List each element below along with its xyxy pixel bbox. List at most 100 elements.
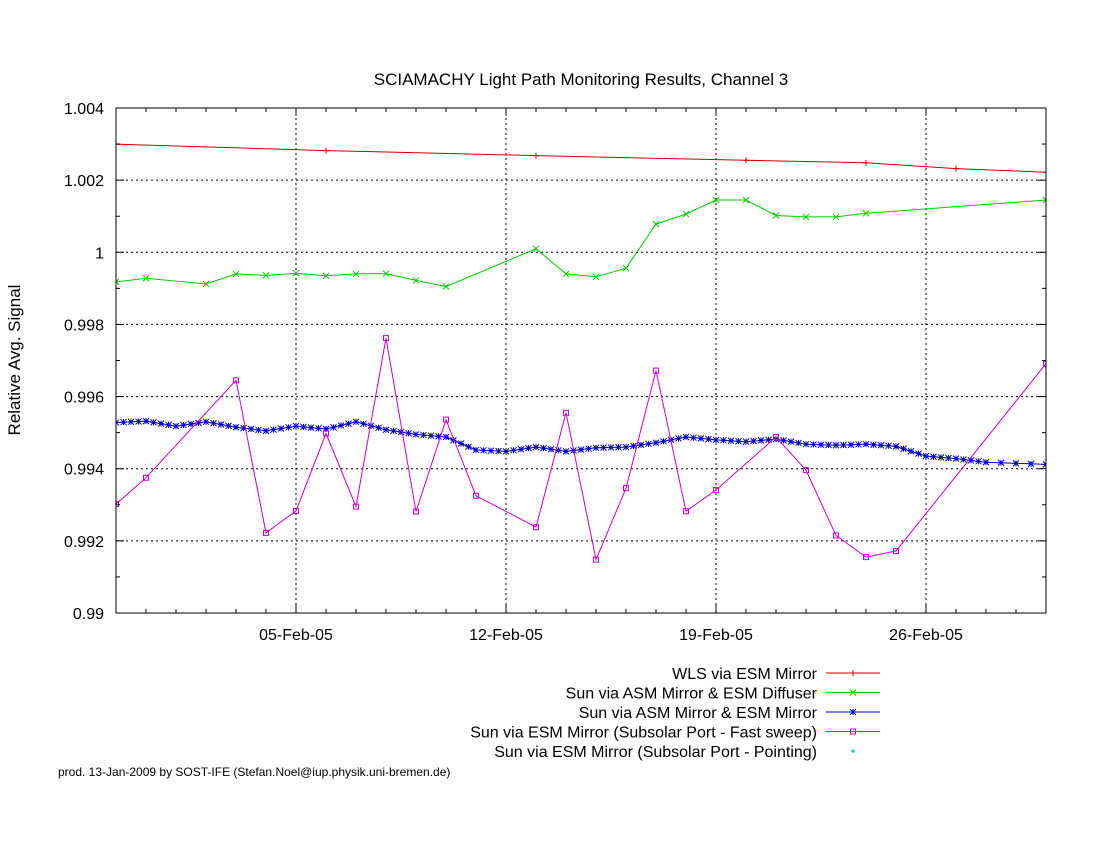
data-point [367, 422, 375, 430]
data-point [1043, 169, 1046, 176]
grid [116, 108, 1046, 613]
legend-label: WLS via ESM Mirror [672, 666, 818, 683]
data-point [116, 501, 119, 508]
data-point [817, 441, 825, 449]
data-point [653, 367, 659, 374]
data-point [772, 212, 780, 219]
data-point [323, 147, 329, 154]
data-point [622, 264, 630, 272]
data-point [382, 426, 390, 434]
data-point [592, 444, 600, 452]
x-tick-label: 19-Feb-05 [679, 627, 753, 644]
data-point [713, 486, 719, 493]
data-point [487, 447, 495, 455]
data-point [645, 440, 652, 448]
series-line [116, 338, 1046, 562]
data-point [255, 426, 262, 434]
data-point [795, 439, 802, 447]
data-point [892, 442, 900, 450]
data-point [555, 446, 562, 454]
data-point [472, 446, 480, 454]
data-point [840, 441, 847, 449]
data-point [300, 423, 307, 431]
data-point [877, 441, 885, 449]
data-point [270, 426, 277, 434]
data-point [615, 443, 622, 451]
data-point [187, 420, 195, 428]
data-point [502, 448, 510, 455]
data-point [870, 441, 877, 449]
data-point [593, 556, 599, 563]
data-point [262, 272, 270, 279]
data-point [750, 437, 757, 445]
data-point [457, 440, 465, 447]
data-point [832, 213, 840, 221]
data-point [765, 436, 772, 444]
legend: WLS via ESM Mirror Sun via ASM Mirror & E… [470, 666, 880, 761]
data-point [893, 547, 899, 554]
data-point [165, 421, 172, 429]
data-point [802, 213, 810, 221]
data-point [675, 435, 682, 442]
data-point [585, 445, 592, 453]
data-point [773, 433, 779, 440]
data-point [907, 447, 915, 455]
data-point [960, 456, 967, 463]
data-point [682, 210, 690, 218]
legend-label: Sun via ASM Mirror & ESM Diffuser [566, 686, 818, 703]
data-point [945, 454, 952, 462]
data-point [1074, 374, 1079, 379]
data-point [952, 455, 960, 462]
axis-ticks: 0.99 0.992 0.994 0.996 0.998 1 1.002 1.004 05-Fe… [64, 101, 1047, 644]
data-point [967, 457, 975, 464]
data-point [849, 708, 857, 716]
data-point [142, 274, 150, 282]
data-point [352, 270, 360, 278]
data-point [1043, 360, 1046, 367]
data-point [232, 270, 240, 278]
data-point [390, 427, 397, 435]
data-point [727, 437, 735, 445]
data-point [217, 421, 225, 428]
data-point [850, 728, 856, 735]
data-point [577, 446, 585, 453]
data-point [292, 269, 300, 277]
data-point [863, 554, 869, 561]
data-point [849, 689, 857, 696]
data-point [712, 196, 720, 204]
data-point [233, 377, 239, 384]
data-point [330, 423, 337, 431]
data-point [953, 165, 959, 172]
data-point [195, 419, 202, 427]
data-point [712, 436, 720, 444]
data-point [623, 485, 629, 492]
data-point [412, 277, 420, 284]
data-point [562, 270, 570, 278]
data-point [997, 459, 1005, 467]
data-point [743, 157, 749, 164]
data-point [232, 423, 240, 431]
data-point [810, 441, 817, 448]
data-point [397, 428, 405, 436]
legend-label: Sun via ASM Mirror & ESM Mirror [579, 705, 818, 722]
data-point [757, 437, 765, 444]
data-point [443, 416, 449, 423]
data-point [683, 508, 689, 515]
data-point [637, 441, 645, 449]
data-point [150, 419, 157, 426]
data-point [262, 427, 270, 435]
data-point [315, 424, 322, 432]
y-tick-label: 0.996 [64, 390, 104, 407]
data-point [473, 492, 479, 499]
data-point [1012, 459, 1020, 467]
data-point [592, 273, 600, 281]
data-point [120, 418, 127, 426]
data-point [307, 424, 315, 431]
x-tick-label: 05-Feb-05 [259, 627, 333, 644]
data-point [533, 524, 539, 531]
data-point [180, 421, 187, 429]
data-point [157, 420, 165, 427]
data-point [382, 270, 390, 277]
y-tick-label: 1.004 [64, 101, 104, 118]
